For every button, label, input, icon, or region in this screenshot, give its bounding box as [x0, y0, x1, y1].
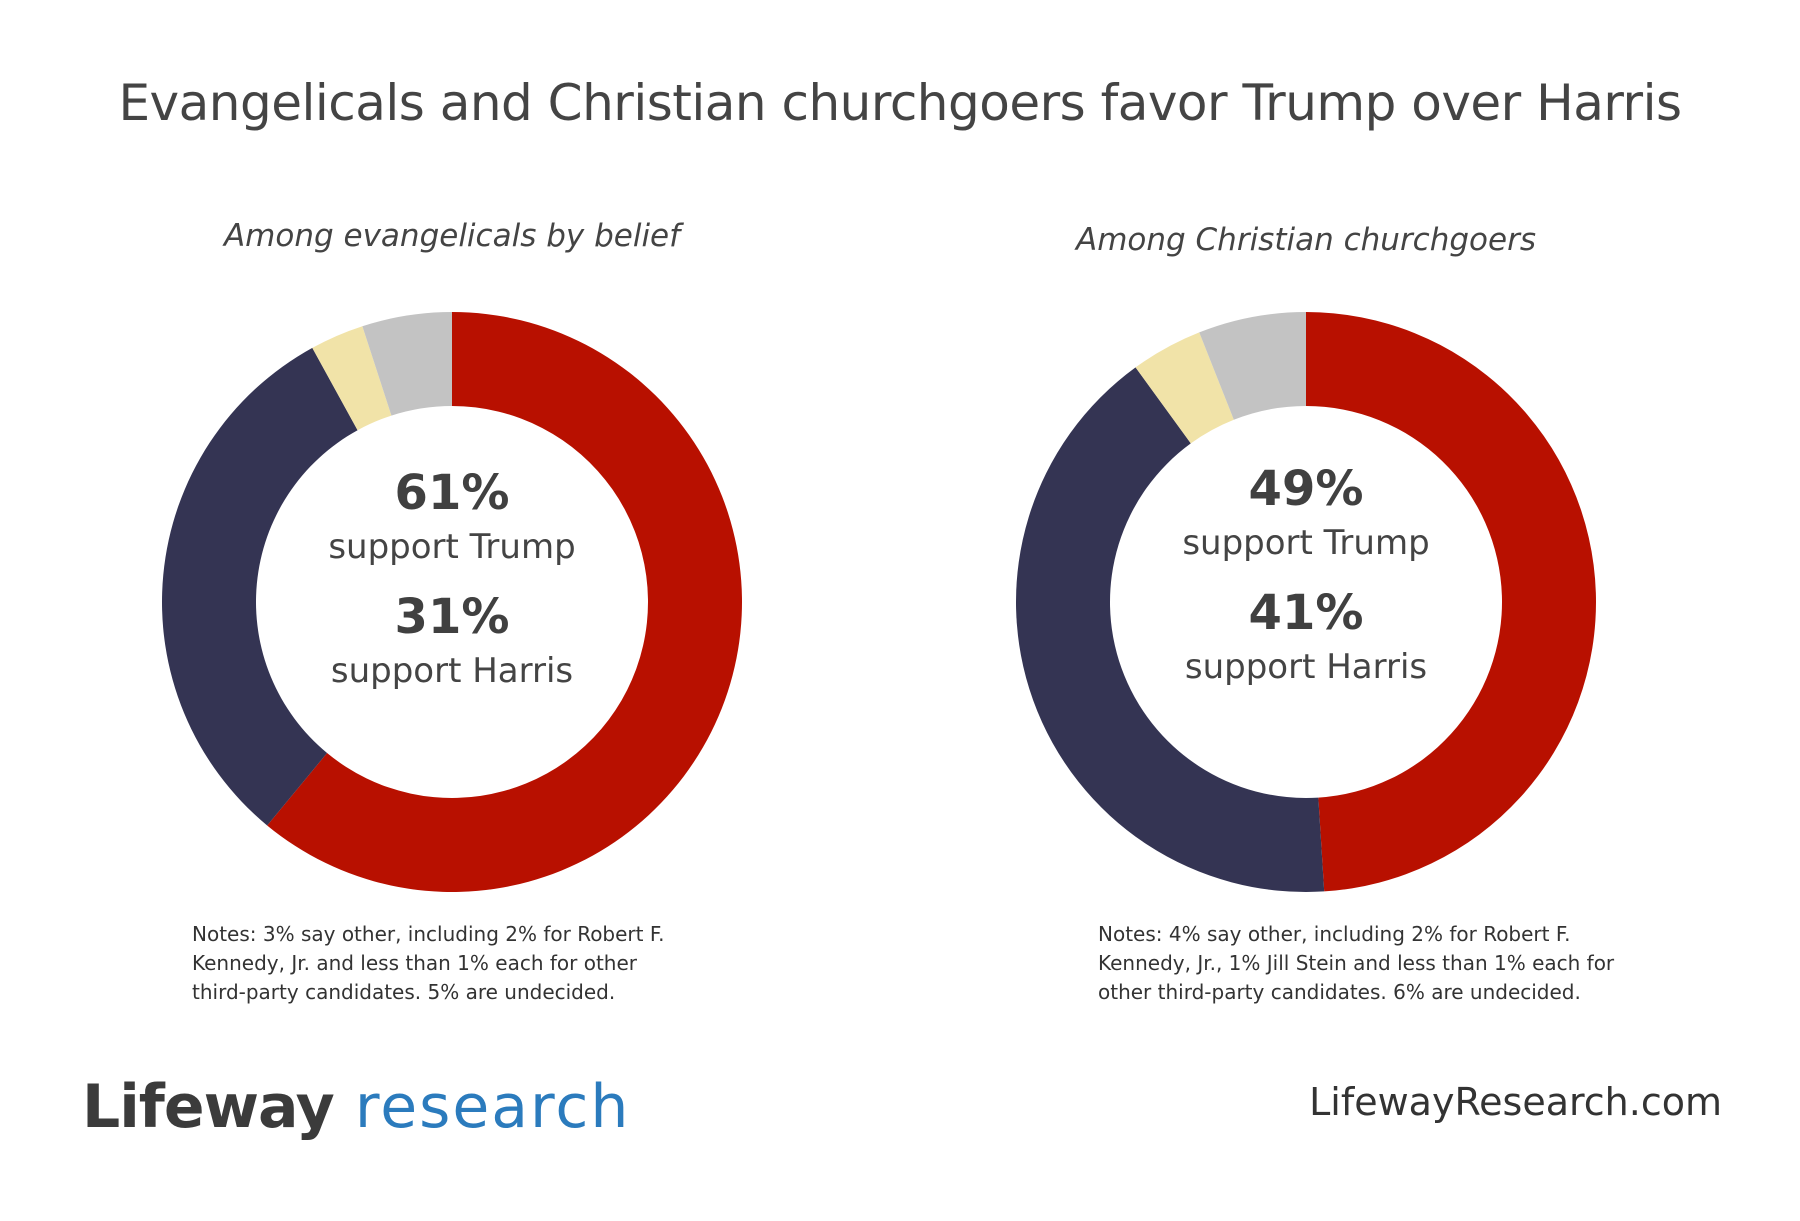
- slice-harris: [161, 347, 358, 826]
- subtitle-churchgoers: Among Christian churchgoers: [1075, 222, 1536, 258]
- trump-label: support Trump: [1182, 523, 1430, 563]
- trump-label: support Trump: [328, 527, 576, 567]
- slice-other: [1135, 332, 1234, 444]
- logo-research: research: [333, 1072, 631, 1142]
- chart-title: Evangelicals and Christian churchgoers f…: [118, 74, 1682, 132]
- panel-evangelicals: Among evangelicals by belief 61% support…: [0, 0, 900, 1100]
- center-text-churchgoers: 49% support Trump 41% support Harris: [1106, 461, 1506, 687]
- notes-churchgoers: Notes: 4% say other, including 2% for Ro…: [1098, 922, 1615, 1004]
- logo-lifeway: Lifeway: [82, 1072, 335, 1142]
- trump-percent: 49%: [1248, 461, 1364, 517]
- donut-chart-evangelicals: [161, 312, 742, 893]
- notes-evangelicals: Notes: 3% say other, including 2% for Ro…: [192, 922, 665, 1004]
- slice-trump: [267, 312, 742, 893]
- subtitle-evangelicals: Among evangelicals by belief: [223, 218, 681, 254]
- harris-label: support Harris: [330, 651, 574, 691]
- site-url: LifewayResearch.com: [1309, 1080, 1722, 1124]
- lifeway-research-logo: Lifeway research: [82, 1072, 630, 1142]
- harris-percent: 41%: [1248, 585, 1364, 641]
- donut-chart-churchgoers: [1016, 312, 1596, 892]
- slice-undecided: [1199, 312, 1306, 420]
- panel-churchgoers: Among Christian churchgoers 49% support …: [900, 0, 1800, 1100]
- slice-undecided: [362, 312, 452, 416]
- slice-other: [312, 326, 392, 431]
- slice-trump: [1306, 312, 1596, 892]
- trump-percent: 61%: [394, 465, 510, 521]
- center-text-evangelicals: 61% support Trump 31% support Harris: [252, 465, 652, 691]
- slice-harris: [1016, 367, 1325, 892]
- harris-label: support Harris: [1184, 647, 1428, 687]
- harris-percent: 31%: [394, 589, 510, 645]
